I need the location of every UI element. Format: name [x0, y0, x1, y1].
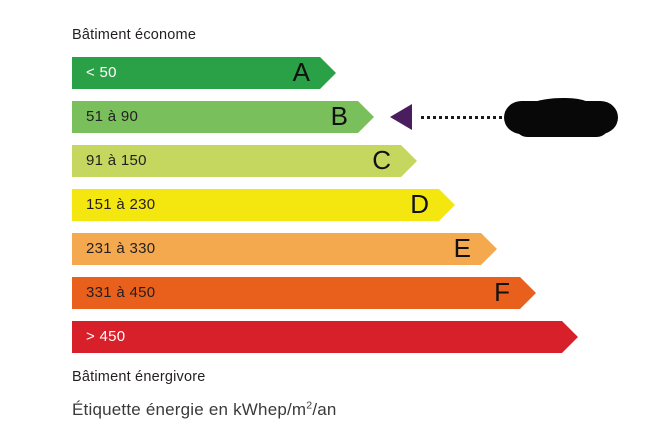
energy-bar-grade-letter: F	[494, 277, 510, 307]
energy-bar-range-label: > 450	[86, 328, 126, 345]
grade-pointer-triangle-icon	[390, 104, 412, 130]
energy-bar-grade-letter: D	[410, 189, 429, 219]
energy-bar-arrow-tip	[520, 277, 536, 309]
caption-unit-prefix: Étiquette énergie en kWhep/m	[72, 400, 307, 419]
caption-unit: Étiquette énergie en kWhep/m2/an	[72, 400, 337, 420]
energy-bar-body	[72, 57, 320, 89]
energy-bar-arrow-tip	[401, 145, 417, 177]
energy-bar-d: 151 à 230 D	[72, 189, 455, 221]
energy-bar-grade-letter: C	[372, 145, 391, 175]
energy-bar-body	[72, 189, 439, 221]
energy-bar-body	[72, 321, 562, 353]
energy-bar-body	[72, 101, 358, 133]
energy-bar-arrow-tip	[320, 57, 336, 89]
caption-energy-intensive: Bâtiment énergivore	[72, 369, 206, 385]
energy-bar-range-label: 91 à 150	[86, 152, 147, 169]
energy-bar-range-label: < 50	[86, 64, 117, 81]
energy-bar-grade-letter: E	[453, 233, 471, 263]
energy-bar-a: < 50 A	[72, 57, 336, 89]
energy-bar-range-label: 231 à 330	[86, 240, 156, 257]
energy-bar-e: 231 à 330 E	[72, 233, 497, 265]
energy-bar-range-label: 151 à 230	[86, 196, 156, 213]
energy-bar-arrow-tip	[439, 189, 455, 221]
energy-bar-b: 51 à 90 B	[72, 101, 374, 133]
caption-unit-suffix: /an	[312, 400, 337, 419]
energy-bar-body	[72, 277, 520, 309]
pointer-leader-line	[421, 116, 507, 119]
energy-bar-grade-letter: B	[330, 101, 348, 131]
energy-bar-body	[72, 145, 401, 177]
redacted-value-blob	[504, 98, 618, 137]
energy-bar-arrow-tip	[358, 101, 374, 133]
energy-bar-grade-letter: A	[292, 57, 310, 87]
energy-bar-c: 91 à 150 C	[72, 145, 417, 177]
energy-bar-range-label: 331 à 450	[86, 284, 156, 301]
energy-bar-body	[72, 233, 481, 265]
energy-bar-arrow-tip	[481, 233, 497, 265]
caption-economical: Bâtiment économe	[72, 27, 197, 43]
energy-bar-g: > 450	[72, 321, 578, 353]
caption-unit-exponent: 2	[306, 399, 313, 412]
energy-bar-f: 331 à 450 F	[72, 277, 536, 309]
energy-bar-range-label: 51 à 90	[86, 108, 139, 125]
energy-bar-arrow-tip	[562, 321, 578, 353]
